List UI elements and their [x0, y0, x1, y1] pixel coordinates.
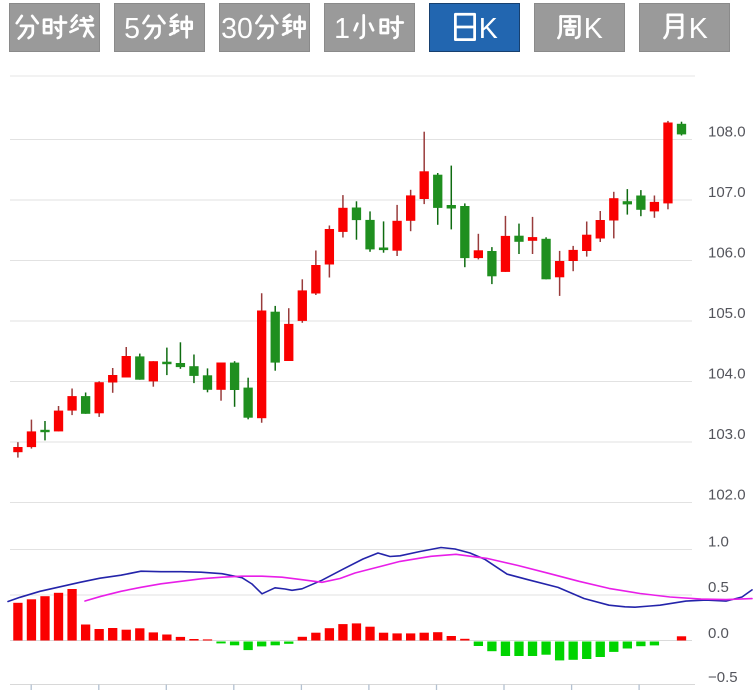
svg-text:1: 1 — [334, 13, 350, 45]
svg-text:106.0: 106.0 — [708, 245, 746, 262]
svg-text:−0.5: −0.5 — [708, 669, 738, 686]
svg-text:K: K — [479, 13, 498, 45]
svg-text:1.0: 1.0 — [708, 534, 729, 551]
svg-text:108.0: 108.0 — [708, 124, 746, 141]
svg-text:0.0: 0.0 — [708, 625, 729, 642]
svg-text:30: 30 — [221, 13, 253, 45]
svg-text:K: K — [584, 13, 603, 45]
svg-text:K: K — [689, 13, 708, 45]
svg-text:5: 5 — [124, 13, 140, 45]
svg-text:107.0: 107.0 — [708, 184, 746, 201]
svg-text:102.0: 102.0 — [708, 487, 746, 504]
svg-text:0.5: 0.5 — [708, 579, 729, 596]
svg-text:105.0: 105.0 — [708, 305, 746, 322]
svg-text:104.0: 104.0 — [708, 366, 746, 383]
svg-text:103.0: 103.0 — [708, 426, 746, 443]
